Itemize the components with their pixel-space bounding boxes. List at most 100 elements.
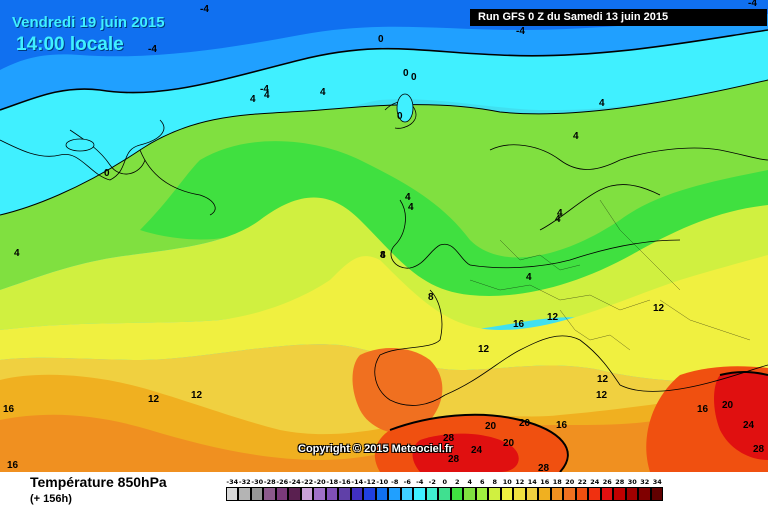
scale-cell: 28 <box>613 478 627 501</box>
scale-swatch <box>438 487 451 501</box>
scale-swatch <box>488 487 501 501</box>
contour-label: -4 <box>200 4 209 15</box>
scale-swatch <box>650 487 663 501</box>
scale-cell: 34 <box>650 478 664 501</box>
contour-label: 8 <box>380 250 386 261</box>
scale-swatch <box>225 487 238 501</box>
contour-label: -4 <box>748 0 757 9</box>
scale-cell: 0 <box>438 478 452 501</box>
contour-label: 4 <box>573 131 579 142</box>
scale-swatch <box>313 487 326 501</box>
scale-value: 0 <box>442 478 448 486</box>
scale-value: 14 <box>527 478 537 486</box>
scale-swatch <box>513 487 526 501</box>
contour-label: 24 <box>471 445 483 456</box>
scale-swatch <box>563 487 576 501</box>
contour-label: 0 <box>378 34 384 45</box>
scale-value: 18 <box>552 478 562 486</box>
scale-cell: 32 <box>638 478 652 501</box>
scale-cell: 6 <box>475 478 489 501</box>
scale-cell: 2 <box>450 478 464 501</box>
scale-value: -22 <box>301 478 314 486</box>
borders <box>469 199 751 351</box>
contour-label: 20 <box>485 421 497 432</box>
contour-label: 12 <box>653 303 665 314</box>
contour-label: 16 <box>697 404 709 415</box>
scale-value: -8 <box>391 478 399 486</box>
contour-label: 28 <box>753 444 765 455</box>
scale-swatch <box>538 487 551 501</box>
contour-label: 16 <box>556 420 568 431</box>
lead-time: (+ 156h) <box>30 493 72 505</box>
contour-label: 0 <box>397 111 403 122</box>
contour-label: -4 <box>260 84 269 95</box>
scale-value: -2 <box>428 478 436 486</box>
scale-value: -30 <box>251 478 264 486</box>
scale-swatch <box>375 487 388 501</box>
scale-swatch <box>638 487 651 501</box>
scale-value: 26 <box>602 478 612 486</box>
scale-cell: 14 <box>525 478 539 501</box>
scale-value: 10 <box>502 478 512 486</box>
scale-cell: -20 <box>313 478 327 501</box>
scale-value: 28 <box>615 478 625 486</box>
scale-swatch <box>463 487 476 501</box>
contour-label: 4 <box>320 87 326 98</box>
warm-zone-8 <box>0 197 768 330</box>
scale-cell: -6 <box>400 478 414 501</box>
contour-label: 12 <box>148 394 160 405</box>
model-run-label: Run GFS 0 Z du Samedi 13 juin 2015 <box>470 9 767 26</box>
contour-label: 20 <box>722 400 734 411</box>
scale-cell: -18 <box>325 478 339 501</box>
scale-value: 20 <box>565 478 575 486</box>
mild-zone-2 <box>140 141 768 300</box>
scale-swatch <box>575 487 588 501</box>
scale-swatch <box>600 487 613 501</box>
scale-cell: -16 <box>338 478 352 501</box>
contour-label: 4 <box>264 90 270 101</box>
scale-cell: -26 <box>275 478 289 501</box>
warm-zone-10 <box>0 255 768 382</box>
scale-value: -4 <box>416 478 424 486</box>
scale-swatch <box>300 487 313 501</box>
contour-label: 4 <box>526 272 532 283</box>
scale-cell: 18 <box>550 478 564 501</box>
scale-value: 4 <box>467 478 473 486</box>
hot-zone-18 <box>0 400 768 472</box>
east-very-hot <box>714 371 768 460</box>
scale-swatch <box>450 487 463 501</box>
scale-value: -12 <box>363 478 376 486</box>
cool-zone-0 <box>0 30 768 215</box>
scale-cell: -4 <box>413 478 427 501</box>
scale-value: -16 <box>338 478 351 486</box>
scale-value: 34 <box>652 478 662 486</box>
scale-cell: -12 <box>363 478 377 501</box>
contour-label: -4 <box>148 44 157 55</box>
scale-cell: 24 <box>588 478 602 501</box>
scale-cell: -10 <box>375 478 389 501</box>
scale-value: -14 <box>351 478 364 486</box>
contour-label: 20 <box>503 438 515 449</box>
scale-swatch <box>625 487 638 501</box>
scale-cell: 12 <box>513 478 527 501</box>
scale-swatch <box>400 487 413 501</box>
scale-cell: 4 <box>463 478 477 501</box>
scale-value: -24 <box>288 478 301 486</box>
scale-swatch <box>388 487 401 501</box>
scale-value: -18 <box>326 478 339 486</box>
contour-label: 4 <box>14 248 20 259</box>
scale-value: -20 <box>313 478 326 486</box>
scale-swatch <box>275 487 288 501</box>
scale-value: 8 <box>492 478 498 486</box>
scale-swatch <box>263 487 276 501</box>
scale-cell: -30 <box>250 478 264 501</box>
scale-cell: 26 <box>600 478 614 501</box>
scale-cell: -32 <box>238 478 252 501</box>
islands <box>65 93 414 152</box>
contour-label: 0 <box>411 72 417 83</box>
contour-label: 12 <box>596 390 608 401</box>
scale-value: 2 <box>454 478 460 486</box>
scale-value: 24 <box>590 478 600 486</box>
contour-label: 0 <box>104 168 110 179</box>
contour-label: 12 <box>597 374 609 385</box>
